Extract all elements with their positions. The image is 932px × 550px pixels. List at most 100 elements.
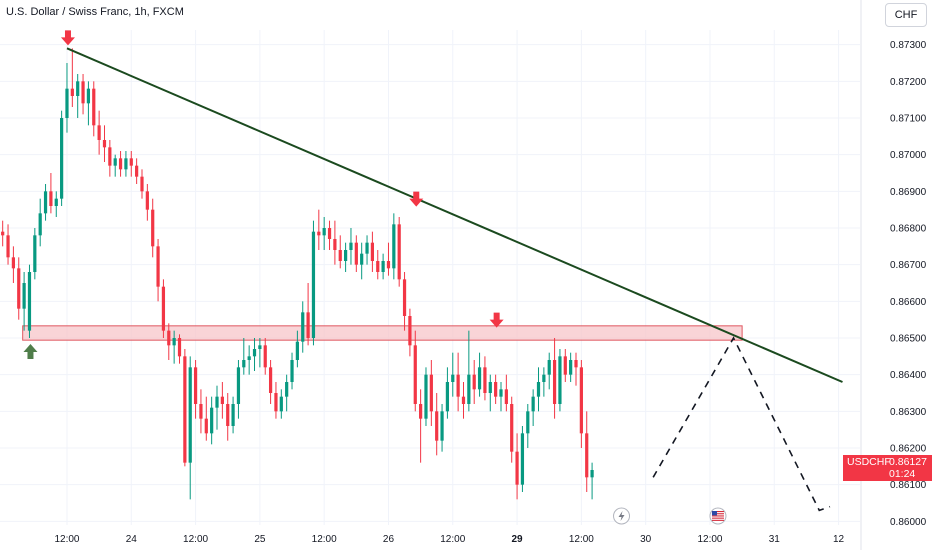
candle-body [38,213,42,236]
candle-body [60,118,64,199]
candle-body [440,411,444,441]
candle-body [483,367,487,393]
candle-body [306,312,310,338]
price-tick-label: 0.86600 [890,297,927,308]
candle-body [151,209,155,247]
candle-body [569,360,573,375]
time-tick-label: 12:00 [569,534,594,545]
candle-body [285,382,289,397]
candle-body [242,360,246,368]
price-tick-label: 0.87000 [890,150,927,161]
current-price-tag: USDCHF 0.86127 01:24 [843,455,932,481]
candle-body [65,88,69,118]
candle-body [204,418,208,434]
candle-body [510,404,514,452]
candle-body [290,360,294,382]
candle-body [135,165,139,177]
candle-body [226,404,230,426]
candle-body [585,433,589,478]
price-tick-label: 0.86500 [890,334,927,345]
candle-body [188,367,192,463]
candle-body [477,367,482,390]
candle-body [145,191,149,210]
candle-body [327,228,332,239]
candle-body [499,389,503,397]
time-tick-label: 12:00 [312,534,337,545]
candle-body [231,404,235,426]
candle-body [526,411,530,434]
us-flag-stripe [711,515,724,517]
candle-body [515,451,519,485]
candle-body [113,158,117,166]
candle-body [22,283,26,309]
time-tick-label: 26 [383,534,395,545]
candle-body [140,176,144,192]
currency-button[interactable]: CHF [885,3,927,27]
candle-body [317,231,321,236]
price-tick-label: 0.86800 [890,224,927,235]
candle-body [494,382,498,397]
arrow-down-icon [60,30,75,46]
candle-body [86,88,91,104]
price-tick-label: 0.86000 [890,517,927,528]
candle-body [108,147,112,166]
candle-body [11,257,16,269]
candle-body [183,356,187,463]
candle-body [531,396,535,412]
candle-body [419,404,423,419]
candle-body [199,404,203,419]
candle-body [536,382,541,397]
candle-body [574,360,578,368]
candle-body [220,396,224,404]
trendline [66,47,843,383]
candle-body [424,374,428,419]
time-tick-label: 12:00 [440,534,465,545]
candle-body [311,231,316,338]
support-zone-rect [22,325,743,341]
us-flag-canton [711,511,717,516]
candle-body [445,382,450,412]
price-tick-label: 0.86400 [890,370,927,381]
candle-body [392,224,396,269]
us-flag-stripe [711,519,724,521]
candle-body [365,242,369,254]
candle-body [563,356,567,375]
candle-body [376,261,380,272]
candle-body [435,411,439,441]
candle-body [193,367,198,404]
candle-body [274,393,278,412]
time-tick-label: 12:00 [697,534,722,545]
price-tick-label: 0.87200 [890,77,927,88]
candle-body [236,367,241,404]
time-tick-label: 30 [640,534,652,545]
candle-body [268,367,273,393]
candle-body [354,242,358,265]
time-tick-label: 12 [833,534,845,545]
candle-body [33,235,37,272]
price-tick-label: 0.86700 [890,260,927,271]
event-icons [613,507,727,525]
candle-body [49,191,53,206]
candle-body [456,374,460,397]
candle-body [97,125,101,140]
price-tick-label: 0.87300 [890,40,927,51]
candle-body [349,242,353,250]
candle-body [27,272,32,331]
price-tick-label: 0.86300 [890,407,927,418]
time-tick-label: 25 [254,534,266,545]
candle-body [172,338,176,346]
candle-body [429,374,433,412]
candle-body [558,356,562,404]
price-tag-countdown: 01:24 [889,468,916,480]
candle-body [17,268,21,309]
candle-body [76,81,80,96]
candle-body [295,341,299,360]
price-tick-label: 0.86900 [890,187,927,198]
grid [0,0,862,550]
chart-title: U.S. Dollar / Swiss Franc, 1h, FXCM [6,6,184,18]
arrows [23,30,504,359]
us-flag-stripe [711,511,724,513]
price-axis: 0.87300 0.87200 0.87100 0.87000 0.86900 0.868… [890,40,927,528]
lightning-icon-bolt [618,511,625,521]
